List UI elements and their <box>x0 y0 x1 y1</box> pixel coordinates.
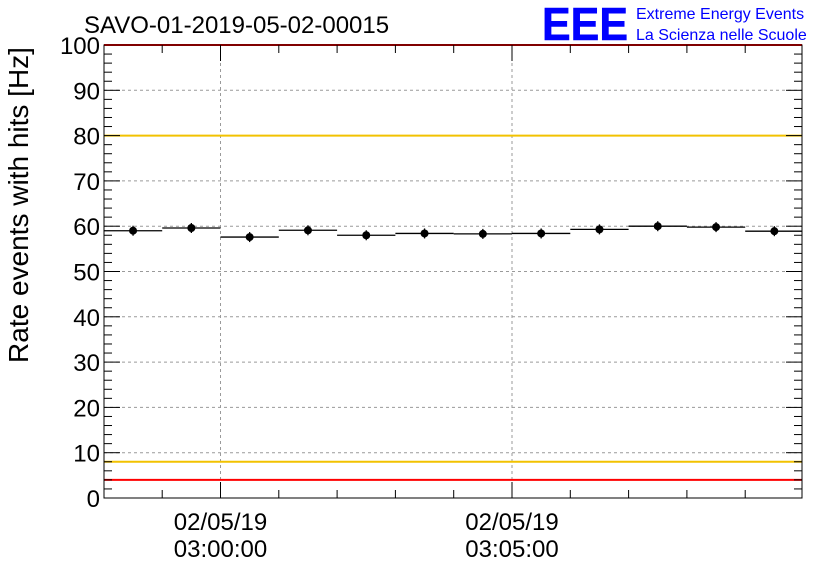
axis-labels: 010203040506070809010002/05/1903:00:0002… <box>60 33 559 563</box>
y-tick-label: 100 <box>60 33 100 60</box>
data-point <box>712 223 721 232</box>
data-point <box>770 227 779 236</box>
data-point <box>303 226 312 235</box>
y-tick-label: 0 <box>87 486 100 513</box>
data-point <box>653 222 662 231</box>
eee-logo-line2: La Scienza nelle Scuole <box>636 27 807 44</box>
y-tick-label: 30 <box>73 350 100 377</box>
y-tick-label: 90 <box>73 78 100 105</box>
x-tick-label-date: 02/05/19 <box>174 509 267 536</box>
eee-logo-mark: EEE <box>542 0 628 50</box>
grid <box>104 45 802 498</box>
x-tick-label-time: 03:05:00 <box>465 536 558 563</box>
y-tick-label: 20 <box>73 395 100 422</box>
data-point <box>362 231 371 240</box>
data-series <box>104 221 802 243</box>
data-point <box>129 226 138 235</box>
reference-lines <box>104 44 802 481</box>
y-tick-label: 70 <box>73 169 100 196</box>
y-tick-label: 40 <box>73 305 100 332</box>
chart-title: SAVO-01-2019-05-02-00015 <box>84 12 389 39</box>
eee-logo: EEE Extreme Energy Events La Scienza nel… <box>542 0 807 50</box>
y-axis-label: Rate events with hits [Hz] <box>3 47 34 363</box>
data-point <box>595 225 604 234</box>
data-point <box>187 224 196 233</box>
data-point <box>537 229 546 238</box>
data-point <box>478 229 487 238</box>
y-tick-label: 10 <box>73 441 100 468</box>
y-tick-label: 80 <box>73 124 100 151</box>
x-tick-label-date: 02/05/19 <box>465 509 558 536</box>
y-tick-label: 60 <box>73 214 100 241</box>
axis-ticks <box>104 44 802 499</box>
data-point <box>245 233 254 242</box>
eee-logo-line1: Extreme Energy Events <box>636 6 804 23</box>
x-tick-label-time: 03:00:00 <box>174 536 267 563</box>
y-tick-label: 50 <box>73 260 100 287</box>
data-point <box>420 229 429 238</box>
